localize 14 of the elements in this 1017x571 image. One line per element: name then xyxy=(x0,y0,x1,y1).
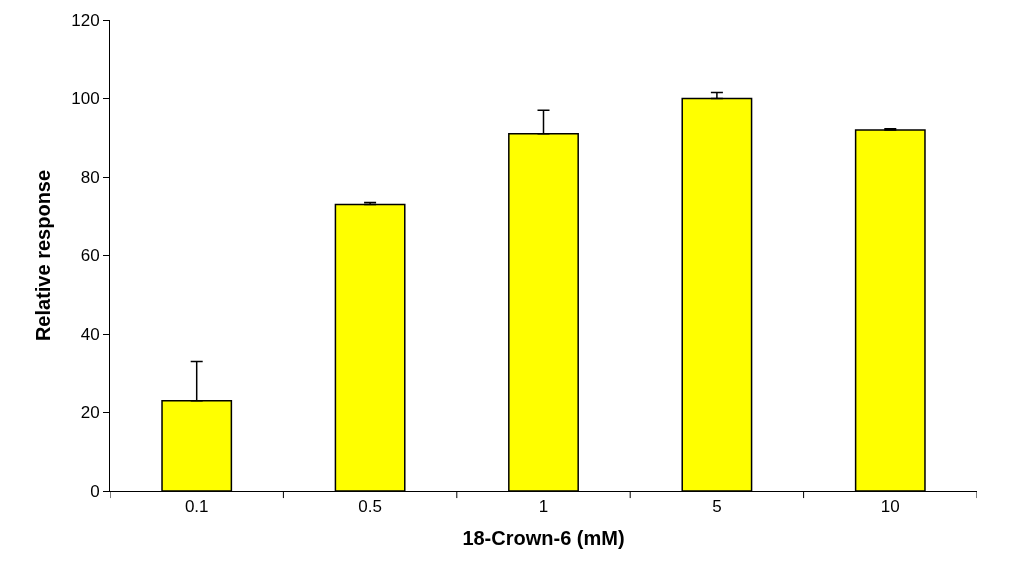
x-tick-label: 0.1 xyxy=(184,497,209,517)
y-tick-label: 120 xyxy=(71,10,100,30)
y-tick-label: 20 xyxy=(80,403,100,423)
x-tick-label: 5 xyxy=(712,497,722,517)
y-tick-label: 100 xyxy=(71,89,100,109)
x-tick-label: 0.5 xyxy=(358,497,382,517)
y-tick-label: 80 xyxy=(80,167,100,187)
y-tick-label: 0 xyxy=(90,481,100,501)
x-tick-label: 10 xyxy=(880,497,900,517)
y-axis-title: Relative response xyxy=(31,169,54,342)
y-tick-label: 40 xyxy=(80,324,100,344)
y-tick-label: 60 xyxy=(80,246,100,266)
x-tick-label: 1 xyxy=(538,497,549,517)
x-axis-title: 18-Crown-6 (mM) xyxy=(462,526,625,549)
